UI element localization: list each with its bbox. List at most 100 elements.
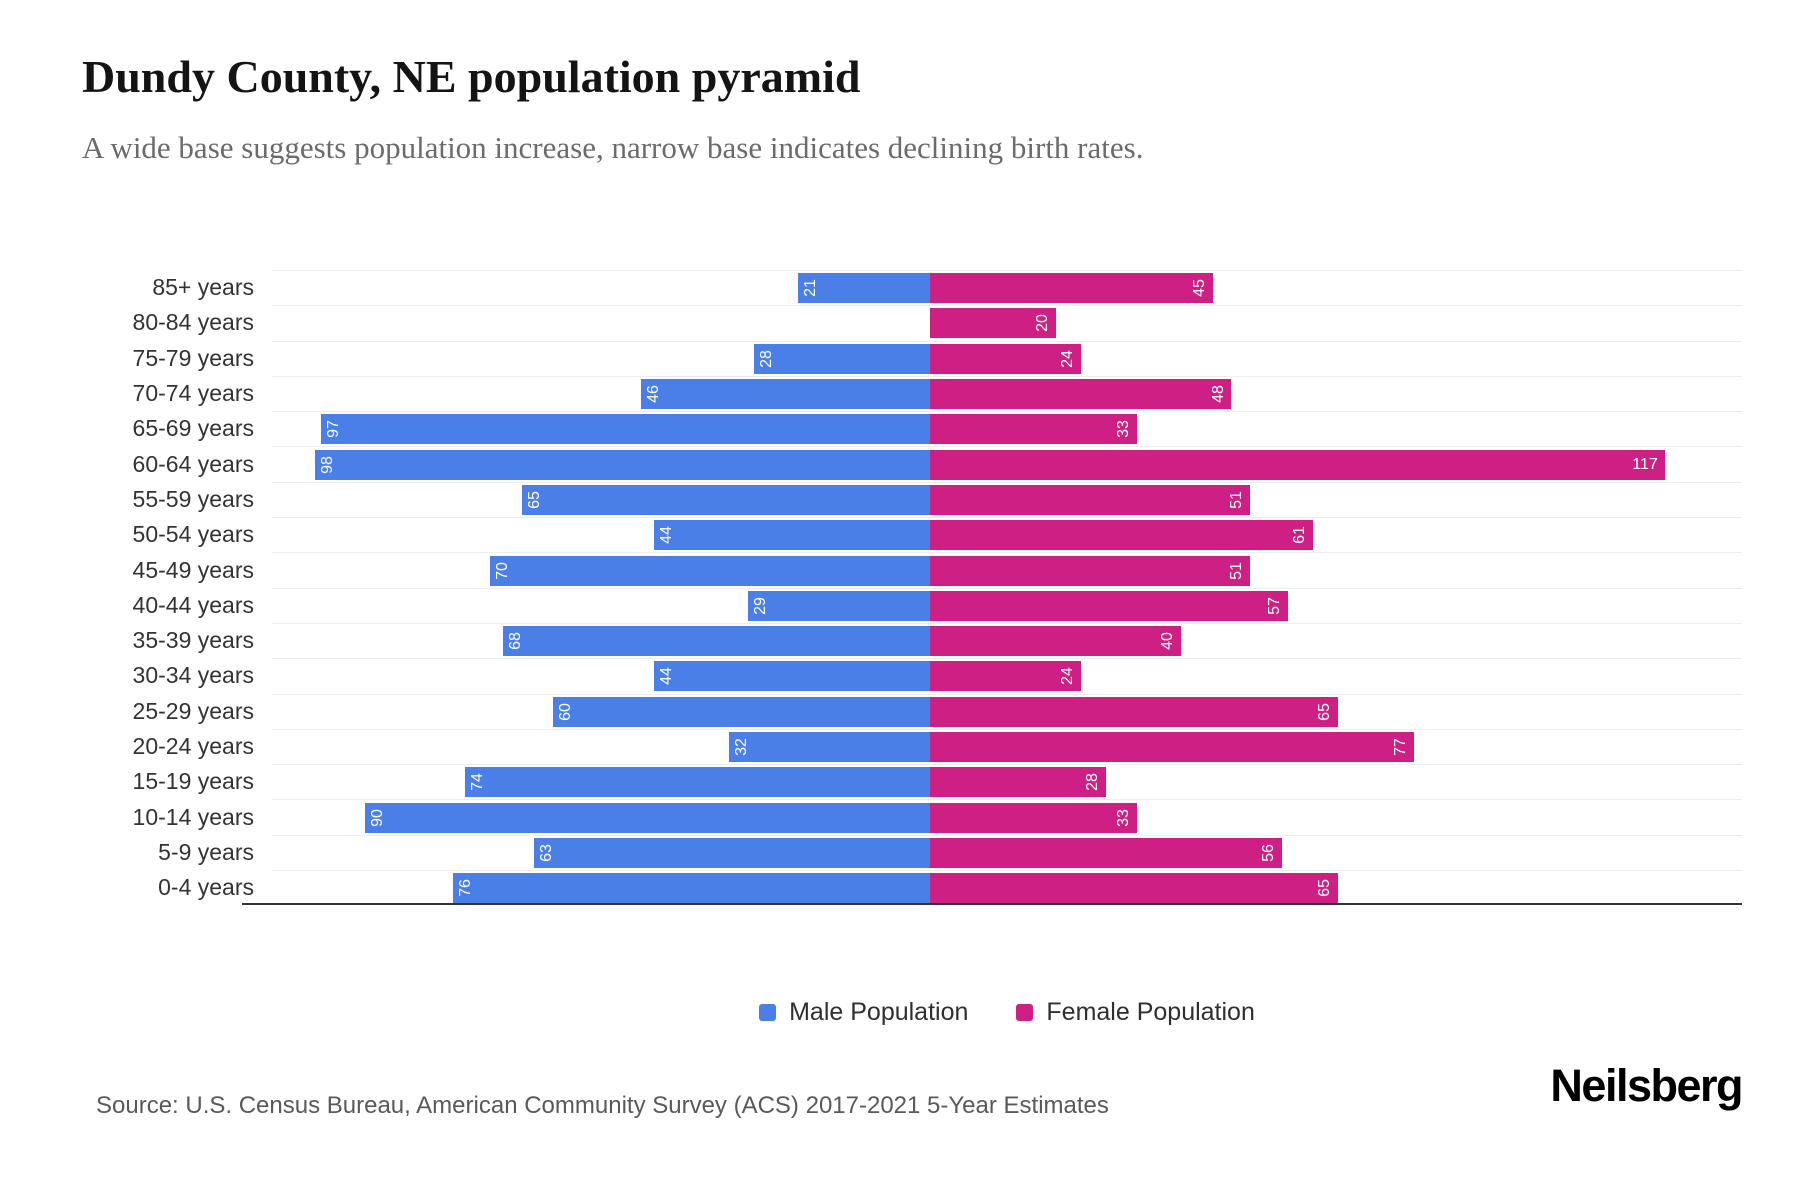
pyramid-row: 85+ years 21 45	[82, 270, 1742, 305]
male-half: 32	[272, 728, 930, 764]
female-bar[interactable]: 65	[930, 873, 1339, 904]
female-value-label: 51	[1228, 561, 1246, 580]
age-group-label: 5-9 years	[158, 838, 254, 865]
male-bar[interactable]: 70	[490, 555, 930, 586]
female-value-label: 28	[1083, 773, 1101, 792]
male-half: 70	[272, 552, 930, 587]
male-value-label: 21	[802, 279, 820, 298]
female-half: 117	[930, 446, 1742, 481]
male-half: 65	[272, 481, 930, 517]
male-value-label: 74	[469, 773, 487, 792]
female-swatch-icon	[1016, 1004, 1034, 1021]
male-bar[interactable]: 44	[653, 520, 930, 551]
male-bar[interactable]: 46	[641, 379, 930, 410]
female-bar[interactable]: 33	[930, 802, 1138, 833]
male-half: 68	[272, 622, 930, 658]
female-bar[interactable]: 56	[930, 837, 1282, 868]
female-bar[interactable]: 57	[930, 590, 1288, 621]
male-bar[interactable]: 29	[747, 590, 930, 621]
female-half: 33	[930, 799, 1742, 834]
male-value-label: 44	[657, 667, 675, 686]
female-bar[interactable]: 117	[930, 449, 1665, 480]
male-bar[interactable]: 60	[553, 696, 930, 727]
female-half: 28	[930, 764, 1742, 799]
female-half: 48	[930, 375, 1742, 411]
male-value-label: 65	[525, 491, 543, 509]
female-bar[interactable]: 20	[930, 308, 1056, 339]
female-half: 61	[930, 517, 1742, 552]
male-half: 76	[272, 870, 930, 905]
pyramid-row: 45-49 years 70 51	[82, 552, 1742, 587]
female-bar[interactable]: 51	[930, 484, 1251, 515]
pyramid-row: 5-9 years 63 56	[82, 834, 1742, 870]
legend-label-male: Male Population	[789, 998, 969, 1026]
male-bar[interactable]: 76	[452, 873, 930, 904]
page-title: Dundy County, NE population pyramid	[82, 51, 861, 102]
female-value-label: 45	[1190, 279, 1208, 298]
female-value-label: 117	[1632, 455, 1658, 473]
male-bar[interactable]: 98	[314, 449, 930, 480]
pyramid-row: 80-84 years 20	[82, 305, 1742, 340]
female-value-label: 24	[1058, 667, 1076, 686]
age-group-label: 55-59 years	[132, 485, 254, 512]
female-half: 77	[930, 728, 1742, 764]
male-bar[interactable]: 90	[364, 802, 930, 833]
age-group-label: 60-64 years	[132, 450, 254, 477]
female-half: 57	[930, 587, 1742, 623]
male-bar[interactable]: 21	[798, 273, 930, 304]
pyramid-row: 65-69 years 97 33	[82, 411, 1742, 446]
female-value-label: 20	[1033, 314, 1051, 333]
female-half: 24	[930, 340, 1742, 376]
female-half: 40	[930, 622, 1742, 658]
female-bar[interactable]: 28	[930, 767, 1106, 798]
pyramid-row: 70-74 years 46 48	[82, 375, 1742, 411]
source-note: Source: U.S. Census Bureau, American Com…	[96, 1092, 1109, 1119]
male-bar[interactable]: 74	[465, 767, 930, 798]
male-bar[interactable]: 28	[754, 343, 930, 374]
age-group-label: 85+ years	[152, 274, 254, 301]
female-bar[interactable]: 48	[930, 379, 1232, 410]
female-value-label: 40	[1159, 632, 1177, 651]
male-value-label: 46	[645, 385, 663, 403]
female-value-label: 57	[1265, 596, 1283, 615]
male-bar[interactable]: 65	[521, 484, 930, 515]
female-bar[interactable]: 33	[930, 414, 1138, 445]
female-bar[interactable]: 51	[930, 555, 1251, 586]
pyramid-row: 15-19 years 74 28	[82, 764, 1742, 799]
male-half: 63	[272, 834, 930, 870]
brand-logo: Neilsberg	[1550, 1060, 1743, 1111]
male-value-label: 98	[318, 455, 336, 474]
age-group-label: 35-39 years	[132, 627, 254, 654]
male-half: 44	[272, 658, 930, 693]
female-bar[interactable]: 24	[930, 661, 1081, 692]
male-half: 98	[272, 446, 930, 481]
male-bar[interactable]: 68	[502, 626, 930, 657]
age-group-label: 20-24 years	[132, 733, 254, 759]
male-half: 44	[272, 517, 930, 552]
pyramid-row: 75-79 years 28 24	[82, 340, 1742, 376]
female-half: 65	[930, 870, 1742, 905]
pyramid-row: 50-54 years 44 61	[82, 517, 1742, 552]
female-bar[interactable]: 65	[930, 696, 1339, 727]
legend-item-female[interactable]: Female Population	[1016, 998, 1255, 1027]
female-value-label: 33	[1115, 808, 1133, 827]
pyramid-row: 35-39 years 68 40	[82, 622, 1742, 658]
male-bar[interactable]: 32	[729, 732, 930, 762]
legend-item-male[interactable]: Male Population	[759, 998, 968, 1027]
female-bar[interactable]: 24	[930, 343, 1081, 374]
male-swatch-icon	[759, 1004, 777, 1021]
female-bar[interactable]: 61	[930, 520, 1314, 551]
male-bar[interactable]: 97	[320, 414, 930, 445]
female-value-label: 48	[1209, 385, 1227, 403]
age-group-label: 25-29 years	[132, 697, 254, 724]
female-bar[interactable]: 77	[930, 732, 1414, 762]
female-bar[interactable]: 45	[930, 273, 1213, 304]
female-bar[interactable]: 40	[930, 626, 1182, 657]
age-group-label: 10-14 years	[132, 803, 254, 830]
pyramid-row: 0-4 years 76 65	[82, 870, 1742, 905]
male-bar[interactable]: 44	[653, 661, 930, 692]
female-half: 51	[930, 481, 1742, 517]
male-bar[interactable]: 63	[534, 837, 930, 868]
pyramid-row: 55-59 years 65 51	[82, 481, 1742, 517]
